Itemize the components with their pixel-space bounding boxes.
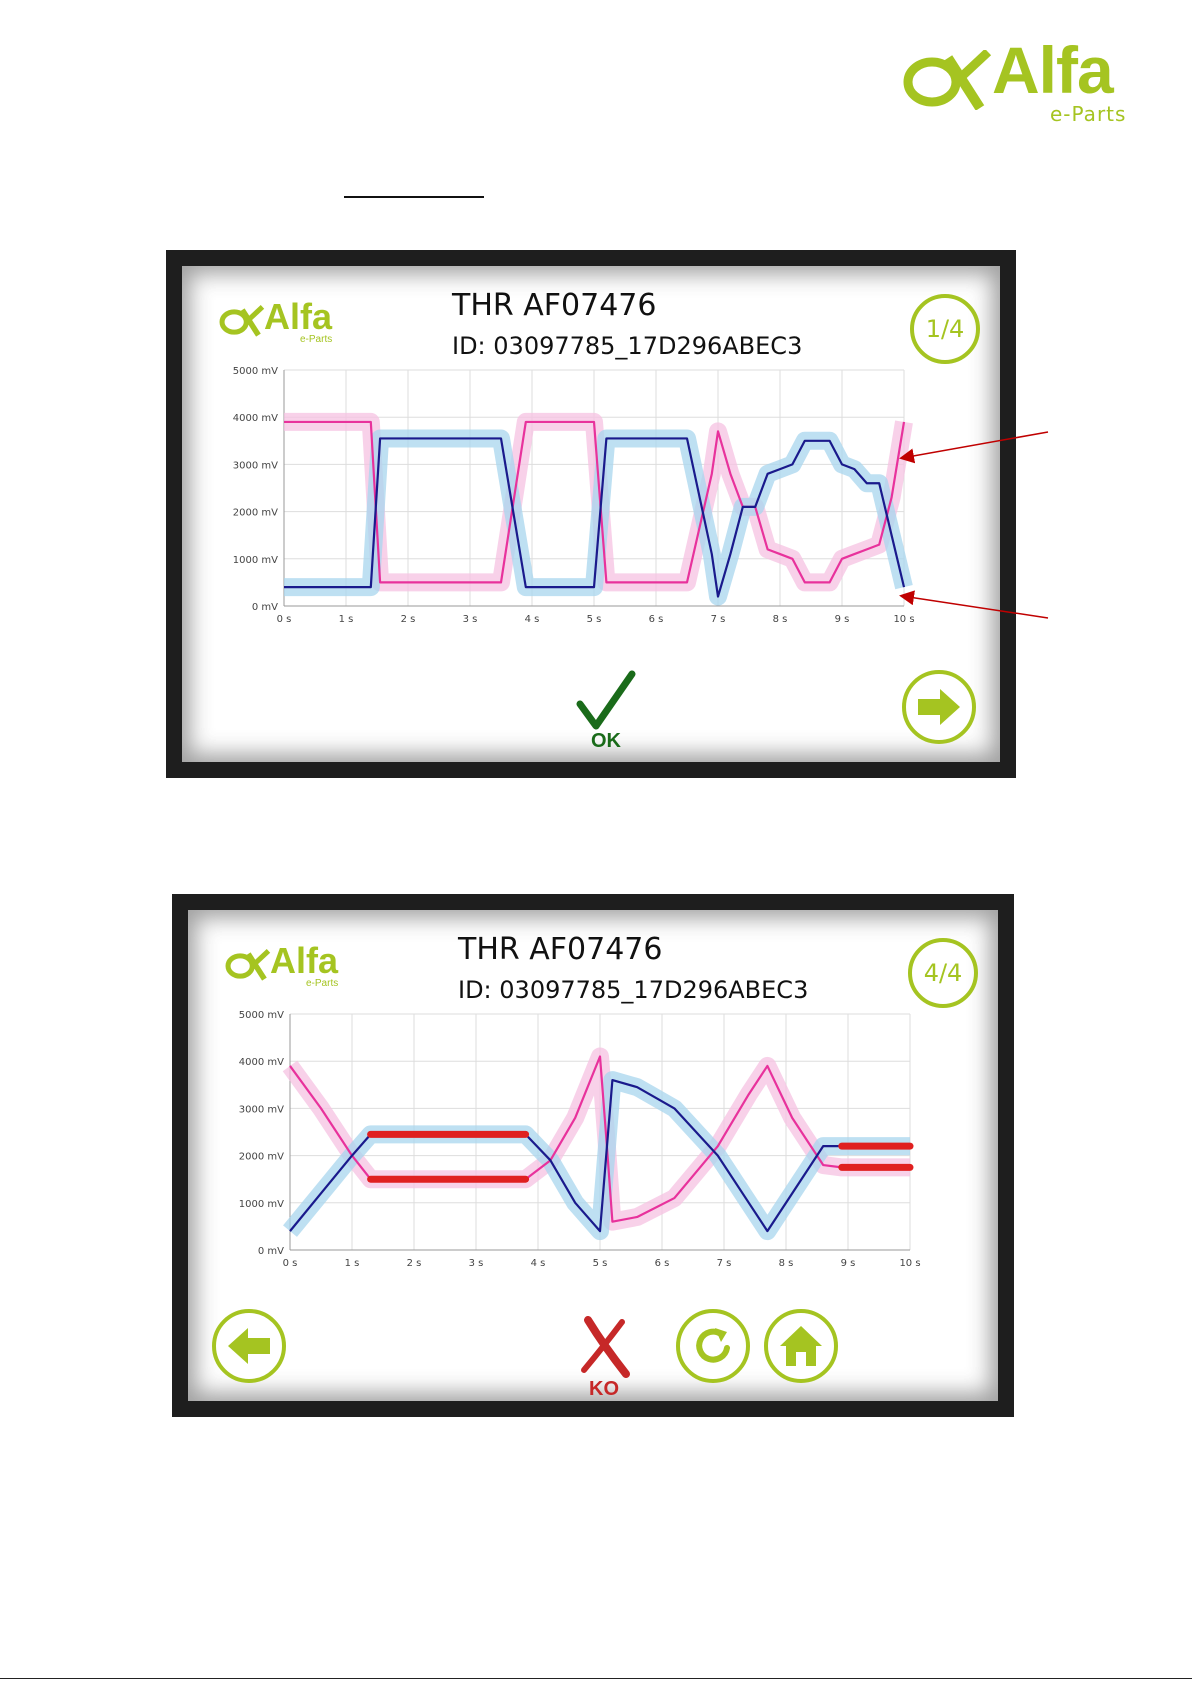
app-logo: Alfa e-Parts xyxy=(224,940,354,1000)
arrow-left-icon xyxy=(228,1328,270,1364)
checkmark-icon xyxy=(576,670,636,730)
x-tick-label: 2 s xyxy=(407,1258,422,1269)
page-title: THR AF07476 xyxy=(452,288,657,323)
x-tick-label: 10 s xyxy=(899,1258,920,1269)
x-tick-label: 1 s xyxy=(339,614,354,625)
device-screen: Alfa e-Parts THR AF07476 ID: 03097785_17… xyxy=(182,266,1000,762)
annotation-arrows xyxy=(899,431,1049,619)
alpha-logo-icon xyxy=(219,305,265,337)
x-tick-label: 7 s xyxy=(717,1258,732,1269)
annotation-arrow xyxy=(899,590,1049,619)
signal-chart-svg: 0 s 1 s 2 s 3 s 4 s 5 s 6 s 7 s 8 s 9 s 10 s 0 mV 10… xyxy=(239,1010,921,1269)
alpha-logo-icon xyxy=(225,949,271,981)
signal-chart: 0 s 1 s 2 s 3 s 4 s 5 s 6 s 7 s 8 s 9 s 10 s 0 mV 10… xyxy=(222,364,982,660)
next-button[interactable] xyxy=(902,670,976,744)
refresh-icon xyxy=(696,1328,730,1363)
series-line xyxy=(284,437,906,598)
y-tick-label: 5000 mV xyxy=(239,1010,284,1021)
y-tick-label: 1000 mV xyxy=(233,555,278,566)
logo-word: Alfa xyxy=(270,940,339,981)
x-tick-label: 1 s xyxy=(345,1258,360,1269)
device-id: ID: 03097785_17D296ABEC3 xyxy=(458,976,809,1004)
status-label: KO xyxy=(589,1378,619,1400)
x-tick-label: 9 s xyxy=(835,614,850,625)
x-tick-label: 3 s xyxy=(463,614,478,625)
underline-rule xyxy=(344,196,484,198)
x-tick-label: 5 s xyxy=(593,1258,608,1269)
page-title: THR AF07476 xyxy=(458,932,663,967)
status-ko: KO xyxy=(574,1316,634,1400)
cross-icon xyxy=(581,1316,630,1378)
arrow-right-icon xyxy=(918,689,960,725)
y-tick-label: 4000 mV xyxy=(239,1057,284,1068)
screenshot-ok: Alfa e-Parts THR AF07476 ID: 03097785_17… xyxy=(166,250,1016,778)
screenshot-ko: Alfa e-Parts THR AF07476 ID: 03097785_17… xyxy=(172,894,1014,1417)
alpha-logo-icon xyxy=(903,50,992,110)
x-tick-label: 4 s xyxy=(525,614,540,625)
status-label: OK xyxy=(591,730,621,752)
y-tick-label: 5000 mV xyxy=(233,366,278,377)
y-tick-label: 0 mV xyxy=(252,602,278,613)
x-tick-label: 3 s xyxy=(469,1258,484,1269)
x-tick-label: 10 s xyxy=(893,614,914,625)
y-tick-label: 3000 mV xyxy=(239,1104,284,1115)
annotation-arrow xyxy=(899,431,1049,464)
y-tick-label: 2000 mV xyxy=(239,1152,284,1163)
logo-sub: e-Parts xyxy=(300,334,333,345)
x-tick-label: 4 s xyxy=(531,1258,546,1269)
device-screen: Alfa e-Parts THR AF07476 ID: 03097785_17… xyxy=(188,910,998,1401)
device-id: ID: 03097785_17D296ABEC3 xyxy=(452,332,803,360)
x-tick-label: 9 s xyxy=(841,1258,856,1269)
footer-rule xyxy=(0,1678,1192,1679)
logo-sub: e-Parts xyxy=(306,978,339,989)
home-button[interactable] xyxy=(764,1309,838,1383)
back-button[interactable] xyxy=(212,1309,286,1383)
x-tick-label: 6 s xyxy=(655,1258,670,1269)
y-tick-label: 1000 mV xyxy=(239,1199,284,1210)
home-icon xyxy=(780,1326,822,1366)
x-tick-label: 5 s xyxy=(587,614,602,625)
x-tick-label: 6 s xyxy=(649,614,664,625)
x-tick-label: 2 s xyxy=(401,614,416,625)
y-tick-label: 3000 mV xyxy=(233,460,278,471)
logo-sub: e-Parts xyxy=(1050,102,1127,126)
retry-button[interactable] xyxy=(676,1309,750,1383)
logo-word: Alfa xyxy=(992,33,1114,107)
x-tick-label: 0 s xyxy=(277,614,292,625)
signal-chart-svg: 0 s 1 s 2 s 3 s 4 s 5 s 6 s 7 s 8 s 9 s 10 s 0 mV 10… xyxy=(233,366,915,625)
y-tick-label: 2000 mV xyxy=(233,508,278,519)
app-logo: Alfa e-Parts xyxy=(218,296,348,356)
x-tick-label: 0 s xyxy=(283,1258,298,1269)
x-tick-label: 8 s xyxy=(779,1258,794,1269)
signal-chart: 0 s 1 s 2 s 3 s 4 s 5 s 6 s 7 s 8 s 9 s 10 s 0 mV 10… xyxy=(228,1008,988,1304)
status-ok: OK xyxy=(576,670,636,754)
y-tick-label: 4000 mV xyxy=(233,413,278,424)
logo-word: Alfa xyxy=(264,296,333,337)
y-tick-label: 0 mV xyxy=(258,1246,284,1257)
page-indicator: 4/4 xyxy=(908,938,978,1008)
document-logo: Alfa e-Parts xyxy=(900,33,1130,126)
x-tick-label: 8 s xyxy=(773,614,788,625)
page-indicator: 1/4 xyxy=(910,294,980,364)
x-tick-label: 7 s xyxy=(711,614,726,625)
